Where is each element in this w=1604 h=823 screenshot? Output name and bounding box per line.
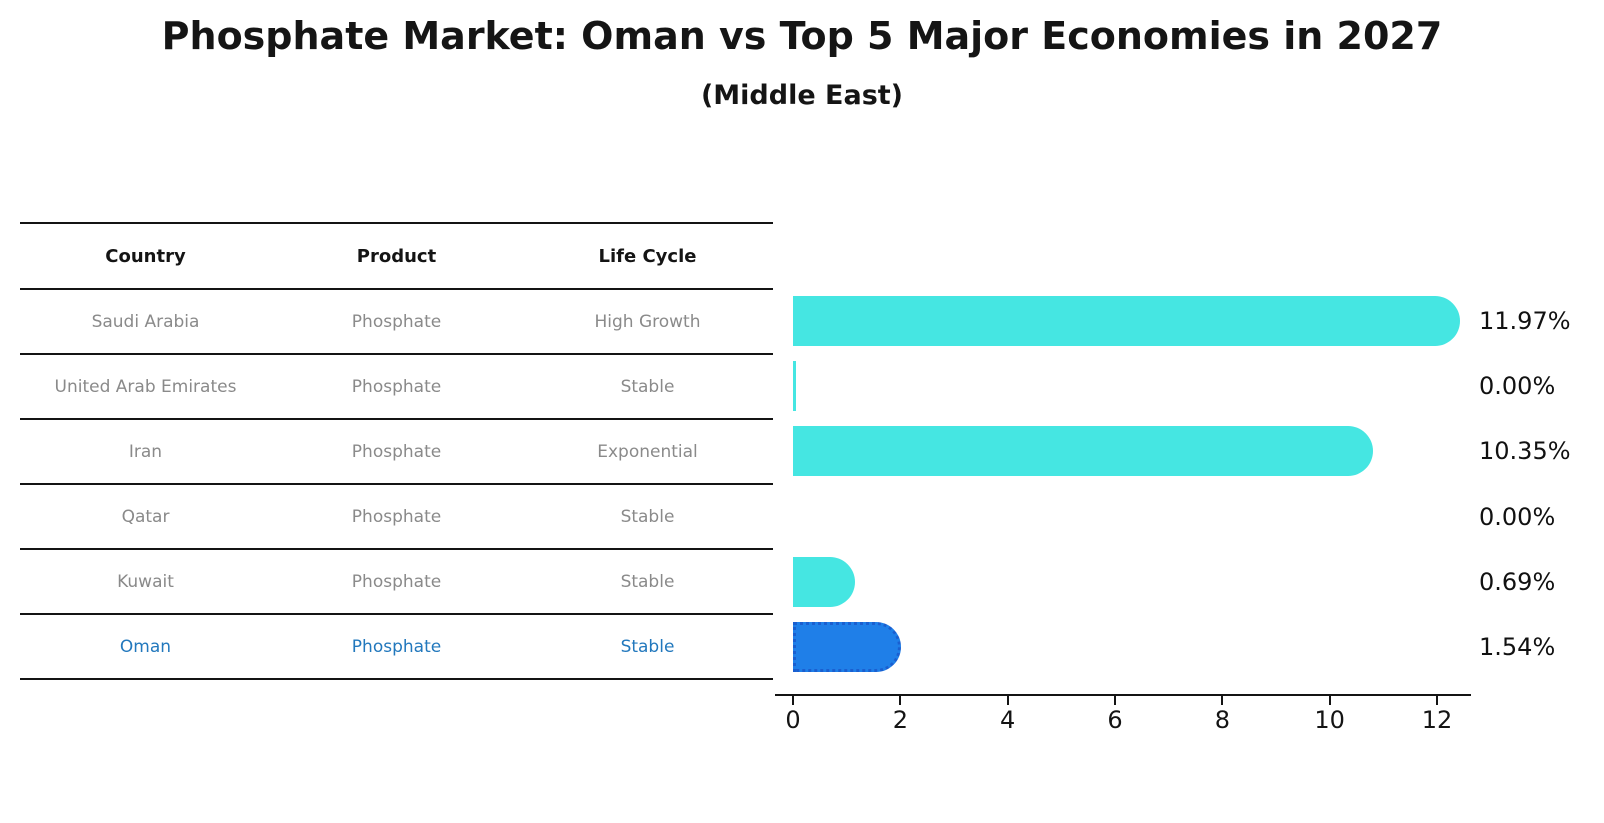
bar-value-label: 0.00% bbox=[1479, 502, 1556, 531]
country-info-table: Country Product Life Cycle Saudi Arabia Phos… bbox=[20, 222, 773, 680]
x-axis-tick-label: 4 bbox=[1000, 706, 1016, 734]
table-cell-life-cycle: Stable bbox=[620, 636, 675, 657]
bar-value-label: 11.97% bbox=[1479, 306, 1571, 335]
x-axis-line bbox=[775, 694, 1471, 696]
table-header-cell: Life Cycle bbox=[598, 245, 697, 267]
table-cell-product: Phosphate bbox=[351, 376, 442, 397]
bar-oman bbox=[793, 622, 901, 673]
bar-iran bbox=[793, 426, 1374, 477]
table-cell-product: Phosphate bbox=[351, 506, 442, 527]
x-axis-tick bbox=[1328, 696, 1331, 705]
table-header-cell: Product bbox=[356, 245, 437, 267]
bar-value-label: 1.54% bbox=[1479, 633, 1556, 662]
table-cell-life-cycle: Stable bbox=[620, 571, 675, 592]
x-axis-tick bbox=[1006, 696, 1009, 705]
table-row: Qatar Phosphate Stable bbox=[20, 485, 773, 550]
table-cell-country: Iran bbox=[128, 441, 163, 462]
x-axis-tick-label: 6 bbox=[1107, 706, 1123, 734]
table-cell-product: Phosphate bbox=[351, 441, 442, 462]
bar-value-label: 0.00% bbox=[1479, 371, 1556, 400]
table-header-row: Country Product Life Cycle bbox=[20, 224, 773, 290]
x-axis-tick-label: 2 bbox=[892, 706, 908, 734]
table-row: Iran Phosphate Exponential bbox=[20, 420, 773, 485]
chart-title: Phosphate Market: Oman vs Top 5 Major Ec… bbox=[161, 14, 1443, 58]
table-row: United Arab Emirates Phosphate Stable bbox=[20, 355, 773, 420]
x-axis-tick-label: 12 bbox=[1421, 706, 1453, 734]
table-header-cell: Country bbox=[105, 245, 186, 267]
x-axis-tick bbox=[792, 696, 794, 705]
x-axis-tick-label: 0 bbox=[785, 706, 801, 734]
table-row: Kuwait Phosphate Stable bbox=[20, 550, 773, 615]
table-cell-product: Phosphate bbox=[351, 311, 442, 332]
x-axis-tick bbox=[899, 696, 902, 705]
table-cell-product: Phosphate bbox=[351, 571, 442, 592]
table-cell-country: Oman bbox=[119, 636, 172, 657]
table-cell-life-cycle: Exponential bbox=[597, 441, 698, 462]
table-cell-country: Kuwait bbox=[117, 571, 174, 592]
table-cell-country: Saudi Arabia bbox=[91, 311, 200, 332]
x-axis-tick bbox=[1114, 696, 1117, 705]
table-row: Oman Phosphate Stable bbox=[20, 615, 773, 680]
x-axis-tick-label: 10 bbox=[1314, 706, 1345, 734]
x-axis-tick bbox=[1221, 696, 1224, 705]
x-axis-tick bbox=[1436, 696, 1439, 705]
x-axis-tick-label: 8 bbox=[1214, 706, 1230, 734]
table-cell-country: United Arab Emirates bbox=[54, 376, 237, 397]
bar-kuwait bbox=[793, 556, 856, 607]
bar-united-arab-emirates bbox=[793, 360, 796, 411]
bar-value-label: 0.69% bbox=[1479, 567, 1556, 596]
table-row: Saudi Arabia Phosphate High Growth bbox=[20, 290, 773, 355]
table-cell-life-cycle: Stable bbox=[620, 506, 675, 527]
table-cell-product: Phosphate bbox=[351, 636, 442, 657]
table-cell-life-cycle: High Growth bbox=[594, 311, 701, 332]
bar-saudi-arabia bbox=[793, 295, 1461, 346]
table-cell-country: Qatar bbox=[121, 506, 170, 527]
chart-subtitle: (Middle East) bbox=[700, 80, 904, 111]
table-cell-life-cycle: Stable bbox=[620, 376, 675, 397]
bar-value-label: 10.35% bbox=[1479, 437, 1571, 466]
